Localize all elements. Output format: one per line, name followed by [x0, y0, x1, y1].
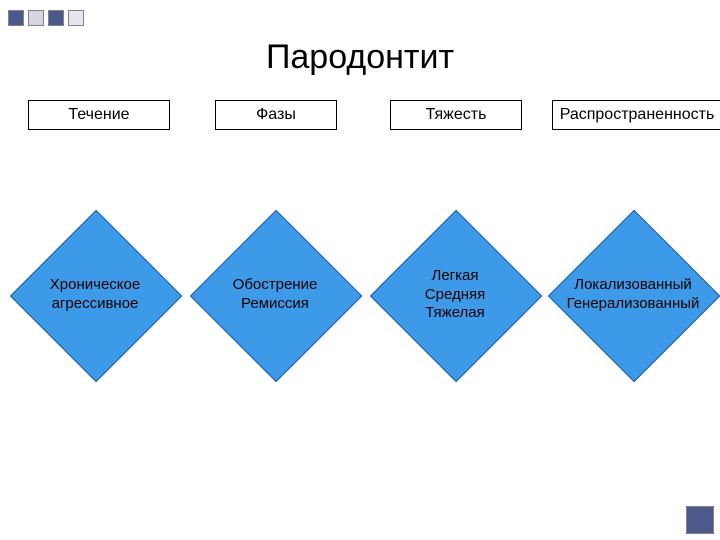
deco-sq: [28, 10, 44, 26]
diamond-line: Легкая: [431, 267, 478, 286]
diamond-text: ЛокализованныйГенерализованный: [548, 210, 718, 380]
header-box-1: Фазы: [215, 100, 337, 130]
header-box-0: Течение: [28, 100, 170, 130]
diamond-line: Генерализованный: [567, 295, 700, 314]
deco-sq: [68, 10, 84, 26]
diamond-line: агрессивное: [52, 295, 139, 314]
diamond-line: Хроническое: [50, 276, 140, 295]
deco-sq: [8, 10, 24, 26]
diamond-text: ЛегкаяСредняяТяжелая: [370, 210, 540, 380]
decorative-squares: [8, 10, 88, 26]
diamond-0: Хроническоеагрессивное: [10, 210, 180, 380]
diamond-line: Обострение: [233, 276, 318, 295]
diamond-line: Тяжелая: [425, 304, 485, 323]
diamond-line: Ремиссия: [241, 295, 309, 314]
diamond-1: ОбострениеРемиссия: [190, 210, 360, 380]
header-box-2: Тяжесть: [390, 100, 522, 130]
corner-sq: [686, 506, 714, 534]
diamond-text: ОбострениеРемиссия: [190, 210, 360, 380]
diamond-text: Хроническоеагрессивное: [10, 210, 180, 380]
corner-decoration: [686, 506, 714, 534]
diamond-line: Локализованный: [574, 276, 691, 295]
page-title: Пародонтит: [0, 38, 720, 77]
diamond-3: ЛокализованныйГенерализованный: [548, 210, 718, 380]
header-box-3: Распространенность: [552, 100, 720, 130]
diamond-line: Средняя: [425, 286, 485, 305]
diamond-2: ЛегкаяСредняяТяжелая: [370, 210, 540, 380]
deco-sq: [48, 10, 64, 26]
